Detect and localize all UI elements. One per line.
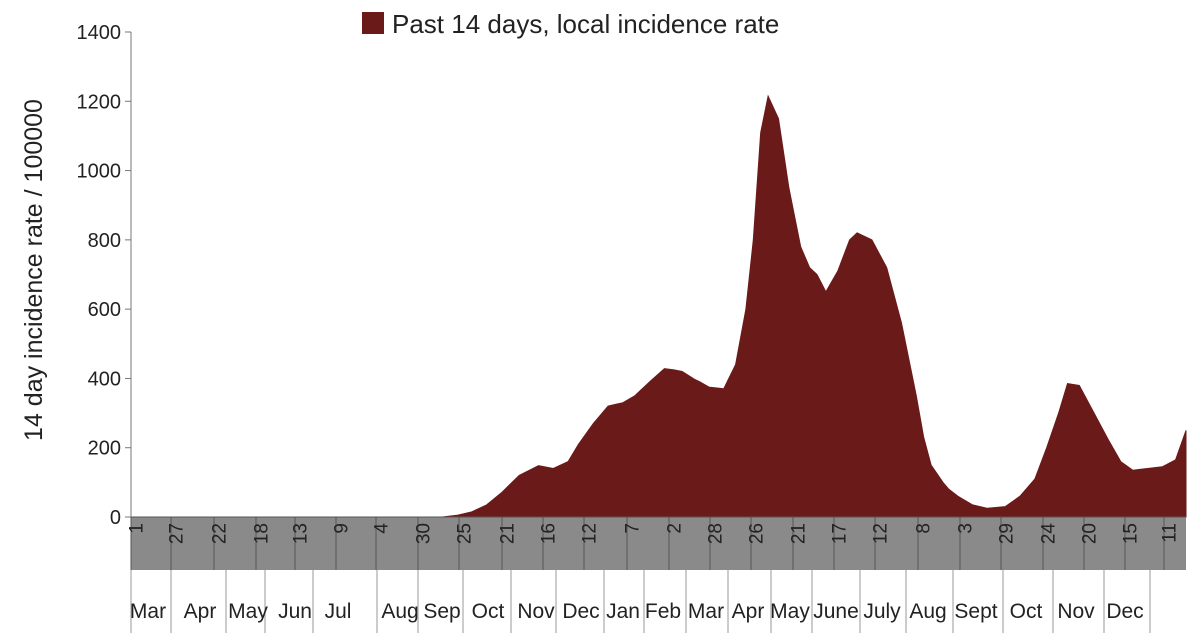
legend-swatch	[362, 12, 384, 34]
x-day-label: 28	[706, 523, 727, 544]
x-day-label: 22	[210, 523, 231, 544]
x-day-label: 13	[291, 523, 312, 544]
x-month-label: Sept	[954, 600, 997, 623]
x-day-label: 30	[414, 523, 435, 544]
x-day-label: 8	[914, 523, 935, 534]
x-day-label: 2	[665, 523, 686, 534]
x-month-label: Oct	[1010, 600, 1043, 623]
x-day-label: 21	[498, 523, 519, 544]
x-day-label: 29	[997, 523, 1018, 544]
x-day-labels: 1 27 22 18 13 9 4 30 25 21 16 12 7 2 28 26 21 17 12 8 3 29 24 2…	[127, 517, 1181, 570]
x-month-label: Nov	[517, 600, 555, 623]
x-day-label: 20	[1080, 523, 1101, 544]
x-day-label: 15	[1121, 523, 1142, 544]
y-tick-label: 1000	[77, 161, 122, 183]
x-day-label: 12	[580, 523, 601, 544]
x-day-label: 21	[789, 523, 810, 544]
x-day-label: 17	[830, 523, 851, 544]
x-month-label: Nov	[1057, 600, 1095, 623]
x-month-label: Apr	[732, 600, 765, 623]
x-month-label: Aug	[381, 600, 418, 623]
legend-label: Past 14 days, local incidence rate	[392, 9, 779, 39]
x-month-label: Jan	[606, 600, 640, 623]
x-day-label: 16	[539, 523, 560, 544]
x-month-label: Feb	[645, 600, 681, 623]
x-day-label: 25	[455, 523, 476, 544]
x-month-label: Dec	[562, 600, 599, 623]
x-month-label: Jul	[325, 600, 352, 623]
y-tick-label: 0	[110, 507, 121, 529]
x-axis-band	[131, 516, 1186, 570]
x-day-label: 12	[871, 523, 892, 544]
x-month-label: Mar	[688, 600, 724, 623]
x-day-label: 9	[332, 523, 353, 534]
x-month-label: June	[813, 600, 859, 623]
x-day-label: 18	[252, 523, 273, 544]
area-layer	[131, 94, 1187, 518]
y-axis: 0 200 400 600 800 1000 1200 1400	[77, 22, 132, 529]
x-month-label: Aug	[909, 600, 946, 623]
x-month-label: May	[228, 600, 268, 623]
x-day-label: 27	[167, 523, 188, 544]
x-month-label: Apr	[184, 600, 217, 623]
y-tick-label: 200	[88, 438, 121, 460]
x-day-label: 1	[127, 523, 148, 534]
x-month-label: Dec	[1106, 600, 1143, 623]
y-tick-label: 800	[88, 230, 121, 252]
y-tick-label: 1200	[77, 91, 122, 113]
x-day-label: 7	[623, 523, 644, 534]
incidence-area	[131, 94, 1187, 518]
x-day-label: 24	[1039, 523, 1060, 545]
x-day-label: 11	[1160, 523, 1181, 543]
y-tick-label: 600	[88, 299, 121, 321]
x-month-label: May	[770, 600, 810, 623]
x-day-label: 26	[747, 523, 768, 544]
x-axis-band-fill	[131, 517, 1186, 570]
x-month-labels: Mar Apr May Jun Jul Aug Sep Oct Nov Dec Jan Feb Mar A…	[130, 570, 1151, 633]
x-month-label: Jun	[278, 600, 312, 623]
x-month-label: July	[863, 600, 901, 623]
x-day-label: 4	[372, 523, 393, 534]
x-day-label: 3	[956, 523, 977, 534]
x-month-label: Oct	[472, 600, 505, 623]
y-tick-label: 1400	[77, 22, 122, 44]
x-month-label: Sep	[423, 600, 460, 623]
x-month-label: Mar	[130, 600, 166, 623]
y-axis-label: 14 day incidence rate / 100000	[20, 99, 48, 441]
y-tick-label: 400	[88, 368, 121, 390]
